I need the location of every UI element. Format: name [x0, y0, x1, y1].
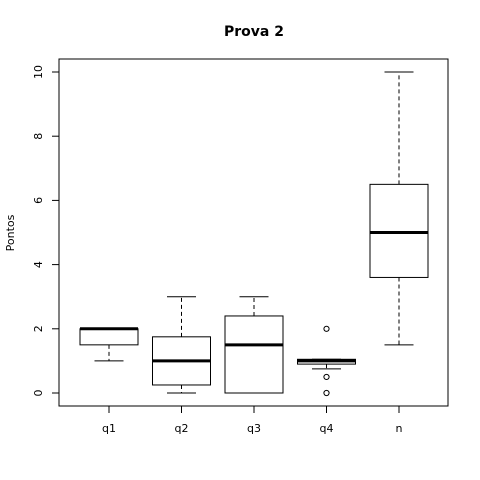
y-tick-label: 4: [32, 261, 45, 268]
y-tick-label: 8: [32, 133, 45, 140]
box-q3: [224, 315, 284, 394]
x-tick-label-n: n: [396, 422, 403, 435]
chart-title: Prova 2: [224, 24, 284, 40]
box-q1: [79, 328, 139, 346]
y-tick-label: 0: [32, 390, 45, 397]
outlier-point-q4: [323, 389, 330, 397]
box-n: [369, 183, 429, 278]
x-tick-label-q3: q3: [247, 422, 261, 435]
plot-layer: 0 2 4 6 8 10 q1 q2 q3 q4 n: [32, 65, 429, 435]
y-tick-label: 10: [32, 65, 45, 79]
outlier-point-q4: [323, 325, 330, 332]
x-tick-label-q1: q1: [102, 422, 116, 435]
x-tick-label-q4: q4: [320, 422, 334, 435]
outlier-point-q4: [323, 373, 330, 381]
x-tick-label-q2: q2: [175, 422, 189, 435]
y-tick-label: 6: [32, 197, 45, 204]
y-axis-label: Pontos: [4, 214, 17, 251]
y-tick-label: 2: [32, 325, 45, 332]
